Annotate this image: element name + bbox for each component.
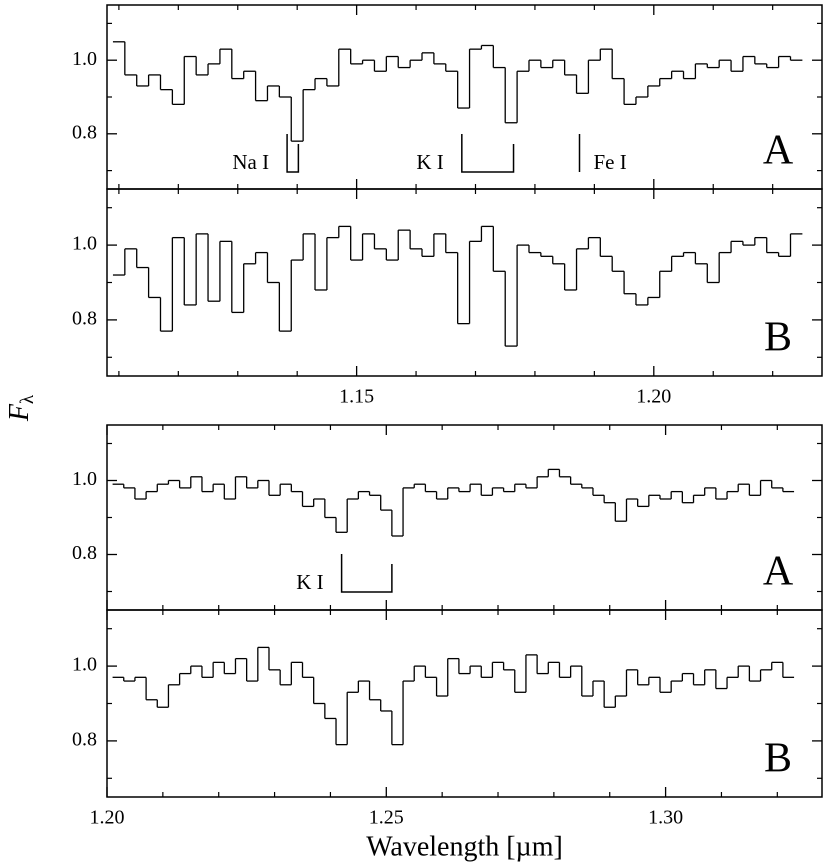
y-tick-label: 1.0 bbox=[72, 468, 97, 490]
x-tick-label: 1.20 bbox=[636, 386, 671, 408]
step-risers bbox=[123, 469, 784, 536]
plot-frame bbox=[106, 4, 823, 190]
step-risers bbox=[124, 41, 792, 142]
panel-label: B bbox=[764, 315, 792, 361]
line-label: K I bbox=[296, 570, 323, 594]
line-label: Na I bbox=[232, 150, 269, 174]
y-tick-label: 0.8 bbox=[72, 728, 97, 750]
x-tick-label: 1.20 bbox=[90, 807, 125, 829]
y-tick-label: 1.0 bbox=[72, 48, 97, 70]
step-risers bbox=[123, 647, 784, 745]
line-label: Fe I bbox=[594, 150, 627, 174]
y-tick-label: 1.0 bbox=[72, 654, 97, 676]
y-tick-label: 0.8 bbox=[72, 121, 97, 143]
y-tick-label: 1.0 bbox=[72, 233, 97, 255]
x-tick-label: 1.25 bbox=[369, 807, 404, 829]
y-tick-label: 0.8 bbox=[72, 307, 97, 329]
line-label: K I bbox=[416, 150, 443, 174]
line-bracket bbox=[461, 134, 515, 173]
step-risers bbox=[124, 226, 792, 347]
panel-label: A bbox=[763, 549, 794, 595]
y-label-subscript: λ bbox=[17, 394, 38, 404]
y-tick-label: 0.8 bbox=[72, 542, 97, 564]
x-tick-label: 1.15 bbox=[339, 386, 374, 408]
plot-frame bbox=[106, 424, 823, 611]
y-label-main: F bbox=[4, 403, 35, 422]
panel-label: B bbox=[764, 736, 792, 782]
line-bracket bbox=[286, 134, 300, 173]
line-bracket bbox=[340, 554, 393, 593]
x-axis-label: Wavelength [µm] bbox=[366, 831, 563, 862]
y-axis-label: Fλ bbox=[4, 394, 38, 422]
panel-label: A bbox=[763, 128, 794, 174]
x-tick-label: 1.30 bbox=[648, 807, 683, 829]
plot-frame bbox=[106, 609, 823, 798]
